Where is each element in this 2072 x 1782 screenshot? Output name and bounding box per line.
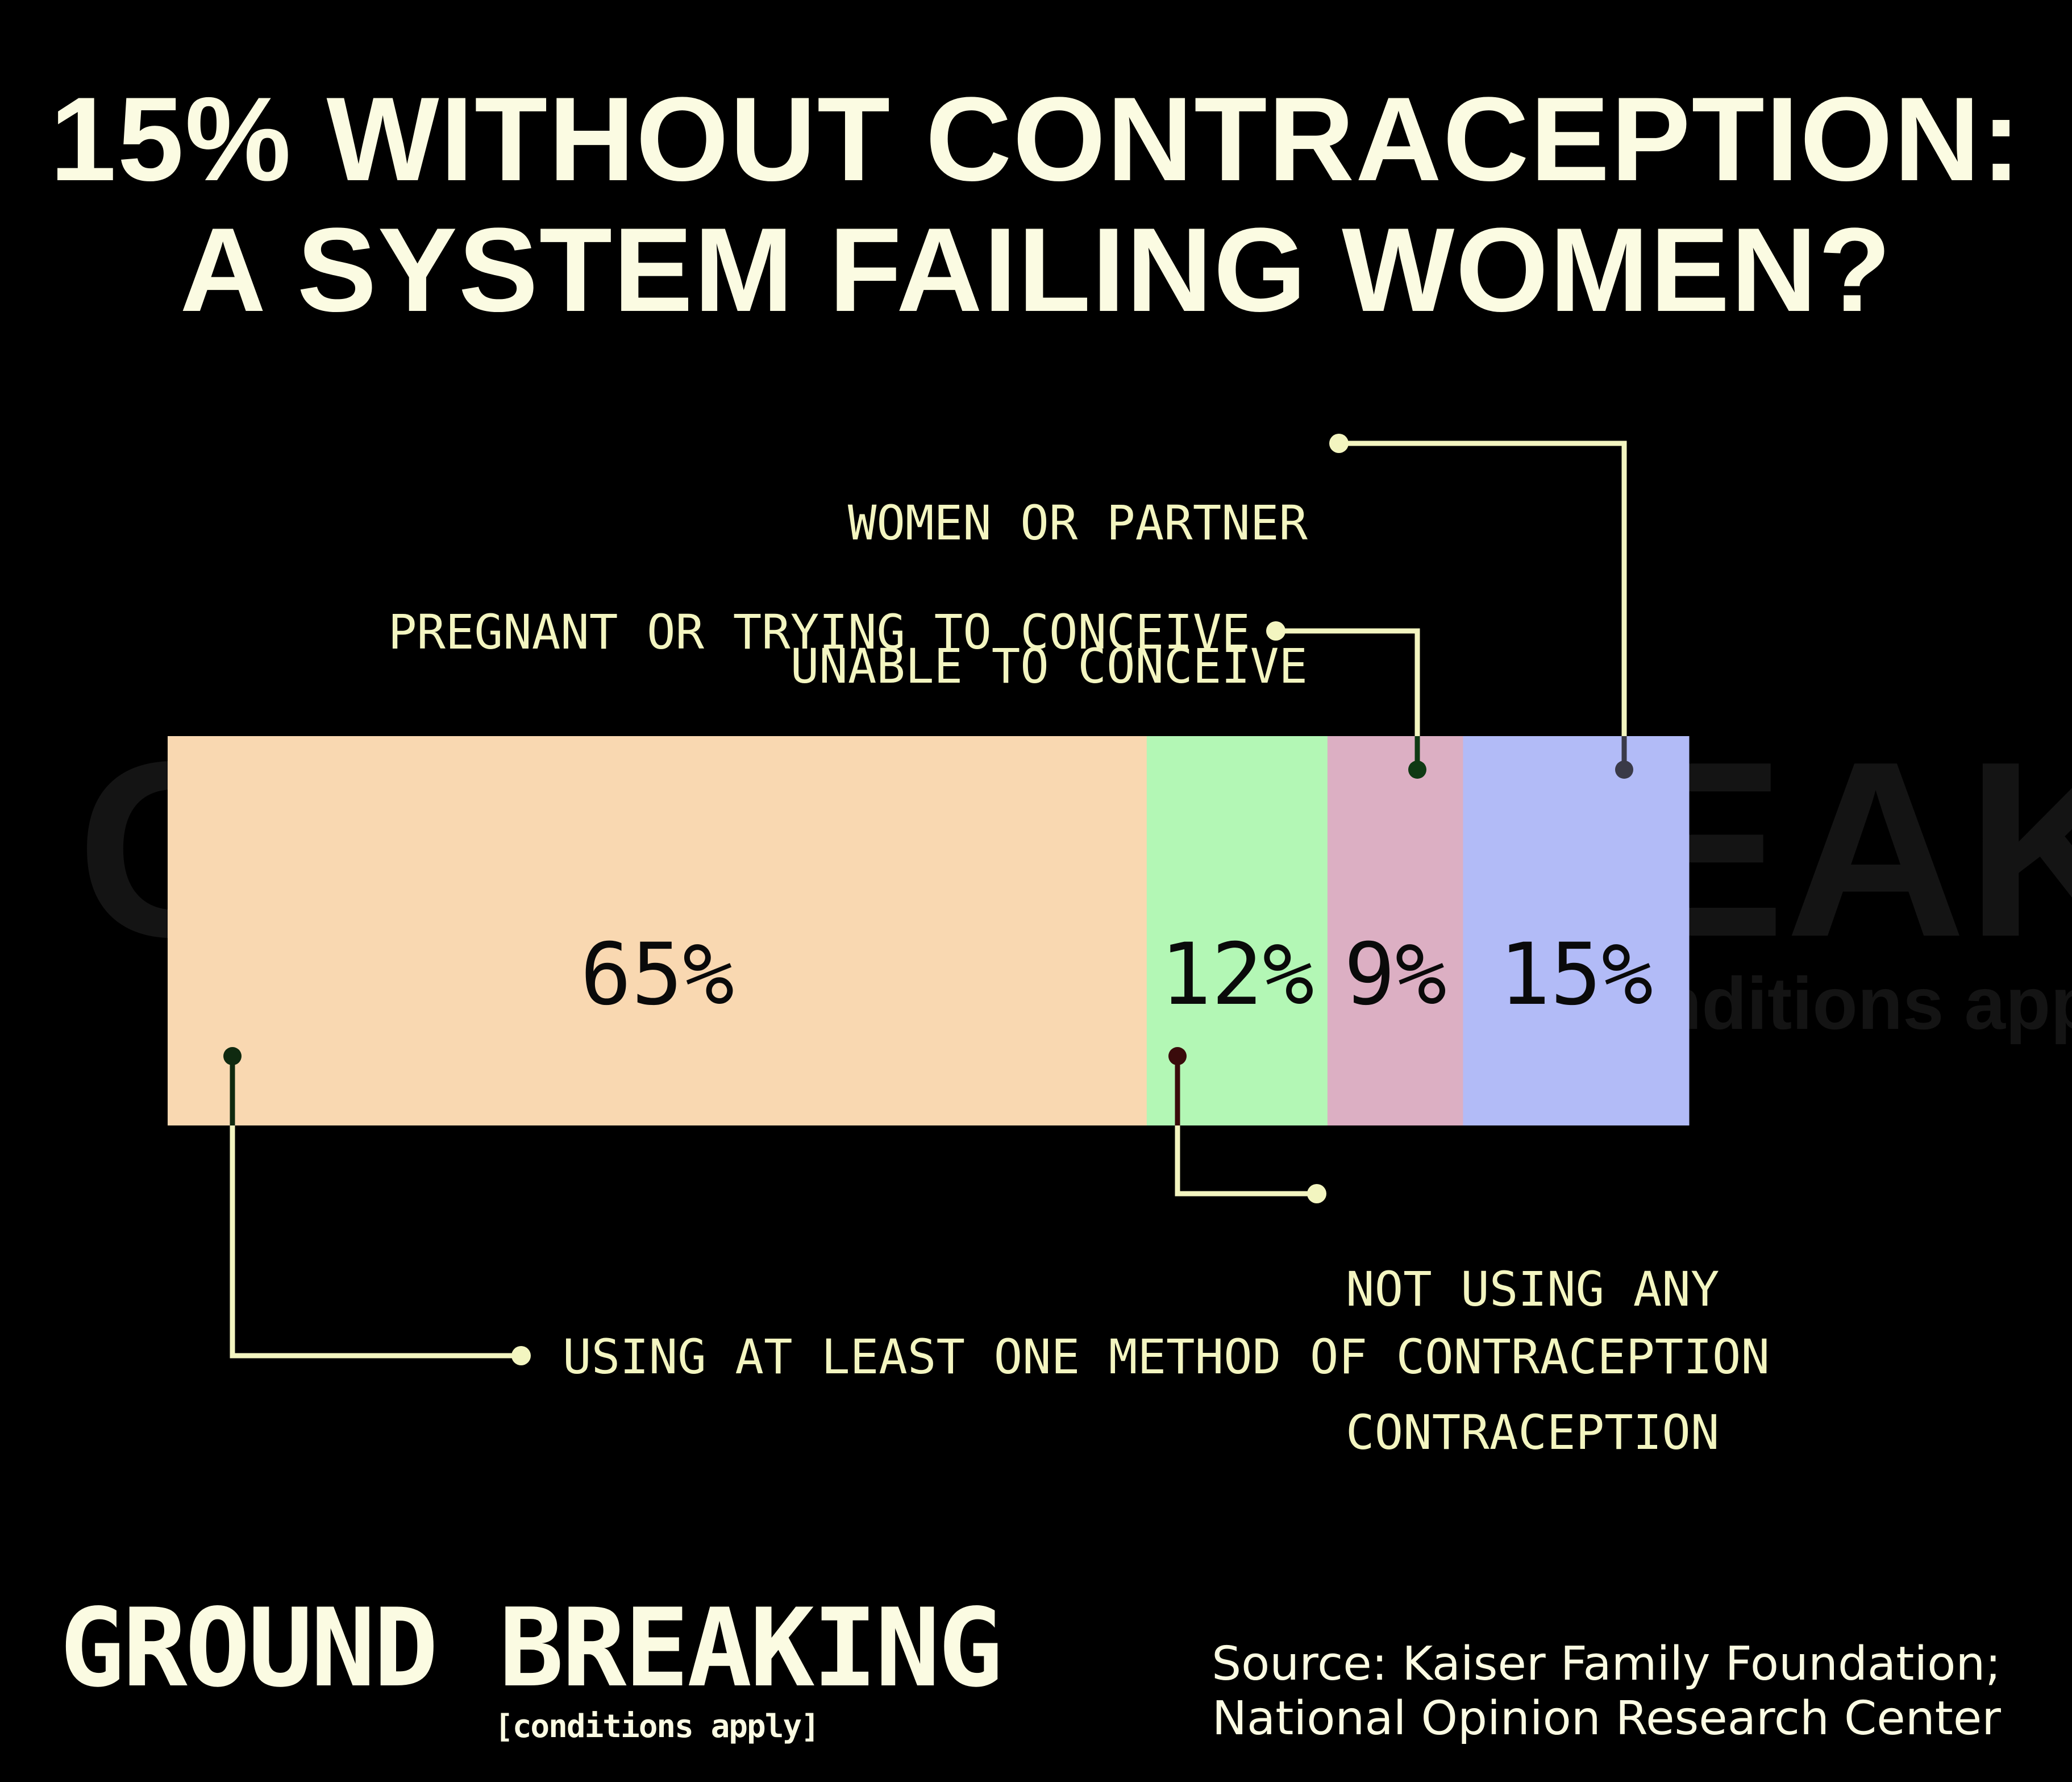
- leader-pregnant-line: [1276, 628, 1420, 770]
- annotation-unable-line-1: WOMEN OR PARTNER: [847, 495, 1308, 551]
- annotation-unable-line-2: UNABLE TO CONCEIVE: [790, 638, 1308, 694]
- leader-pregnant-label-dot: [1266, 621, 1285, 641]
- source-line-2: National Opinion Research Center: [1212, 1692, 2001, 1746]
- annotation-using: USING AT LEAST ONE METHOD OF CONTRACEPTI…: [563, 1329, 1770, 1385]
- leader-pregnant-bar-dot: [1408, 761, 1426, 779]
- bar-segment-unable: [1463, 736, 1690, 1125]
- leader-not-using-bar-dot: [1168, 1047, 1187, 1065]
- leader-using-line: [230, 1056, 521, 1359]
- brand-logo-tag: [conditions apply]: [494, 1708, 820, 1745]
- bar-segment-using: [168, 736, 1147, 1125]
- leader-not-using-label-dot: [1307, 1184, 1326, 1203]
- chart-title-line-1: 15% WITHOUT CONTRACEPTION:: [49, 72, 2023, 206]
- source-line-1: Source: Kaiser Family Foundation;: [1212, 1637, 2001, 1691]
- brand-logo: GROUND BREAKING: [60, 1585, 1003, 1711]
- leader-using-label-dot: [511, 1346, 531, 1365]
- annotation-pregnant: PREGNANT OR TRYING TO CONCEIVE: [388, 604, 1250, 660]
- leader-unable-label-dot: [1329, 434, 1349, 453]
- annotation-not-using-line-1: NOT USING ANY: [1346, 1261, 1720, 1317]
- source-credit: Source: Kaiser Family Foundation; Nation…: [1212, 1637, 2001, 1746]
- chart-title-line-2: A SYSTEM FAILING WOMEN?: [180, 203, 1892, 337]
- annotation-not-using: NOT USING ANY CONTRACEPTION: [1346, 1170, 1719, 1552]
- segment-label-using: 65%: [580, 925, 734, 1024]
- annotation-not-using-line-2: CONTRACEPTION: [1346, 1405, 1720, 1460]
- segment-label-unable: 15%: [1499, 925, 1653, 1024]
- leader-unable-bar-dot: [1615, 761, 1633, 779]
- bar-segment-pregnant: [1327, 736, 1463, 1125]
- annotation-unable-to-conceive: WOMEN OR PARTNER UNABLE TO CONCEIVE: [790, 404, 1308, 786]
- segment-label-pregnant: 9%: [1343, 925, 1447, 1024]
- leader-unable-line: [1339, 441, 1627, 770]
- segment-label-not-using: 12%: [1160, 925, 1314, 1024]
- leader-using-bar-dot: [223, 1047, 242, 1065]
